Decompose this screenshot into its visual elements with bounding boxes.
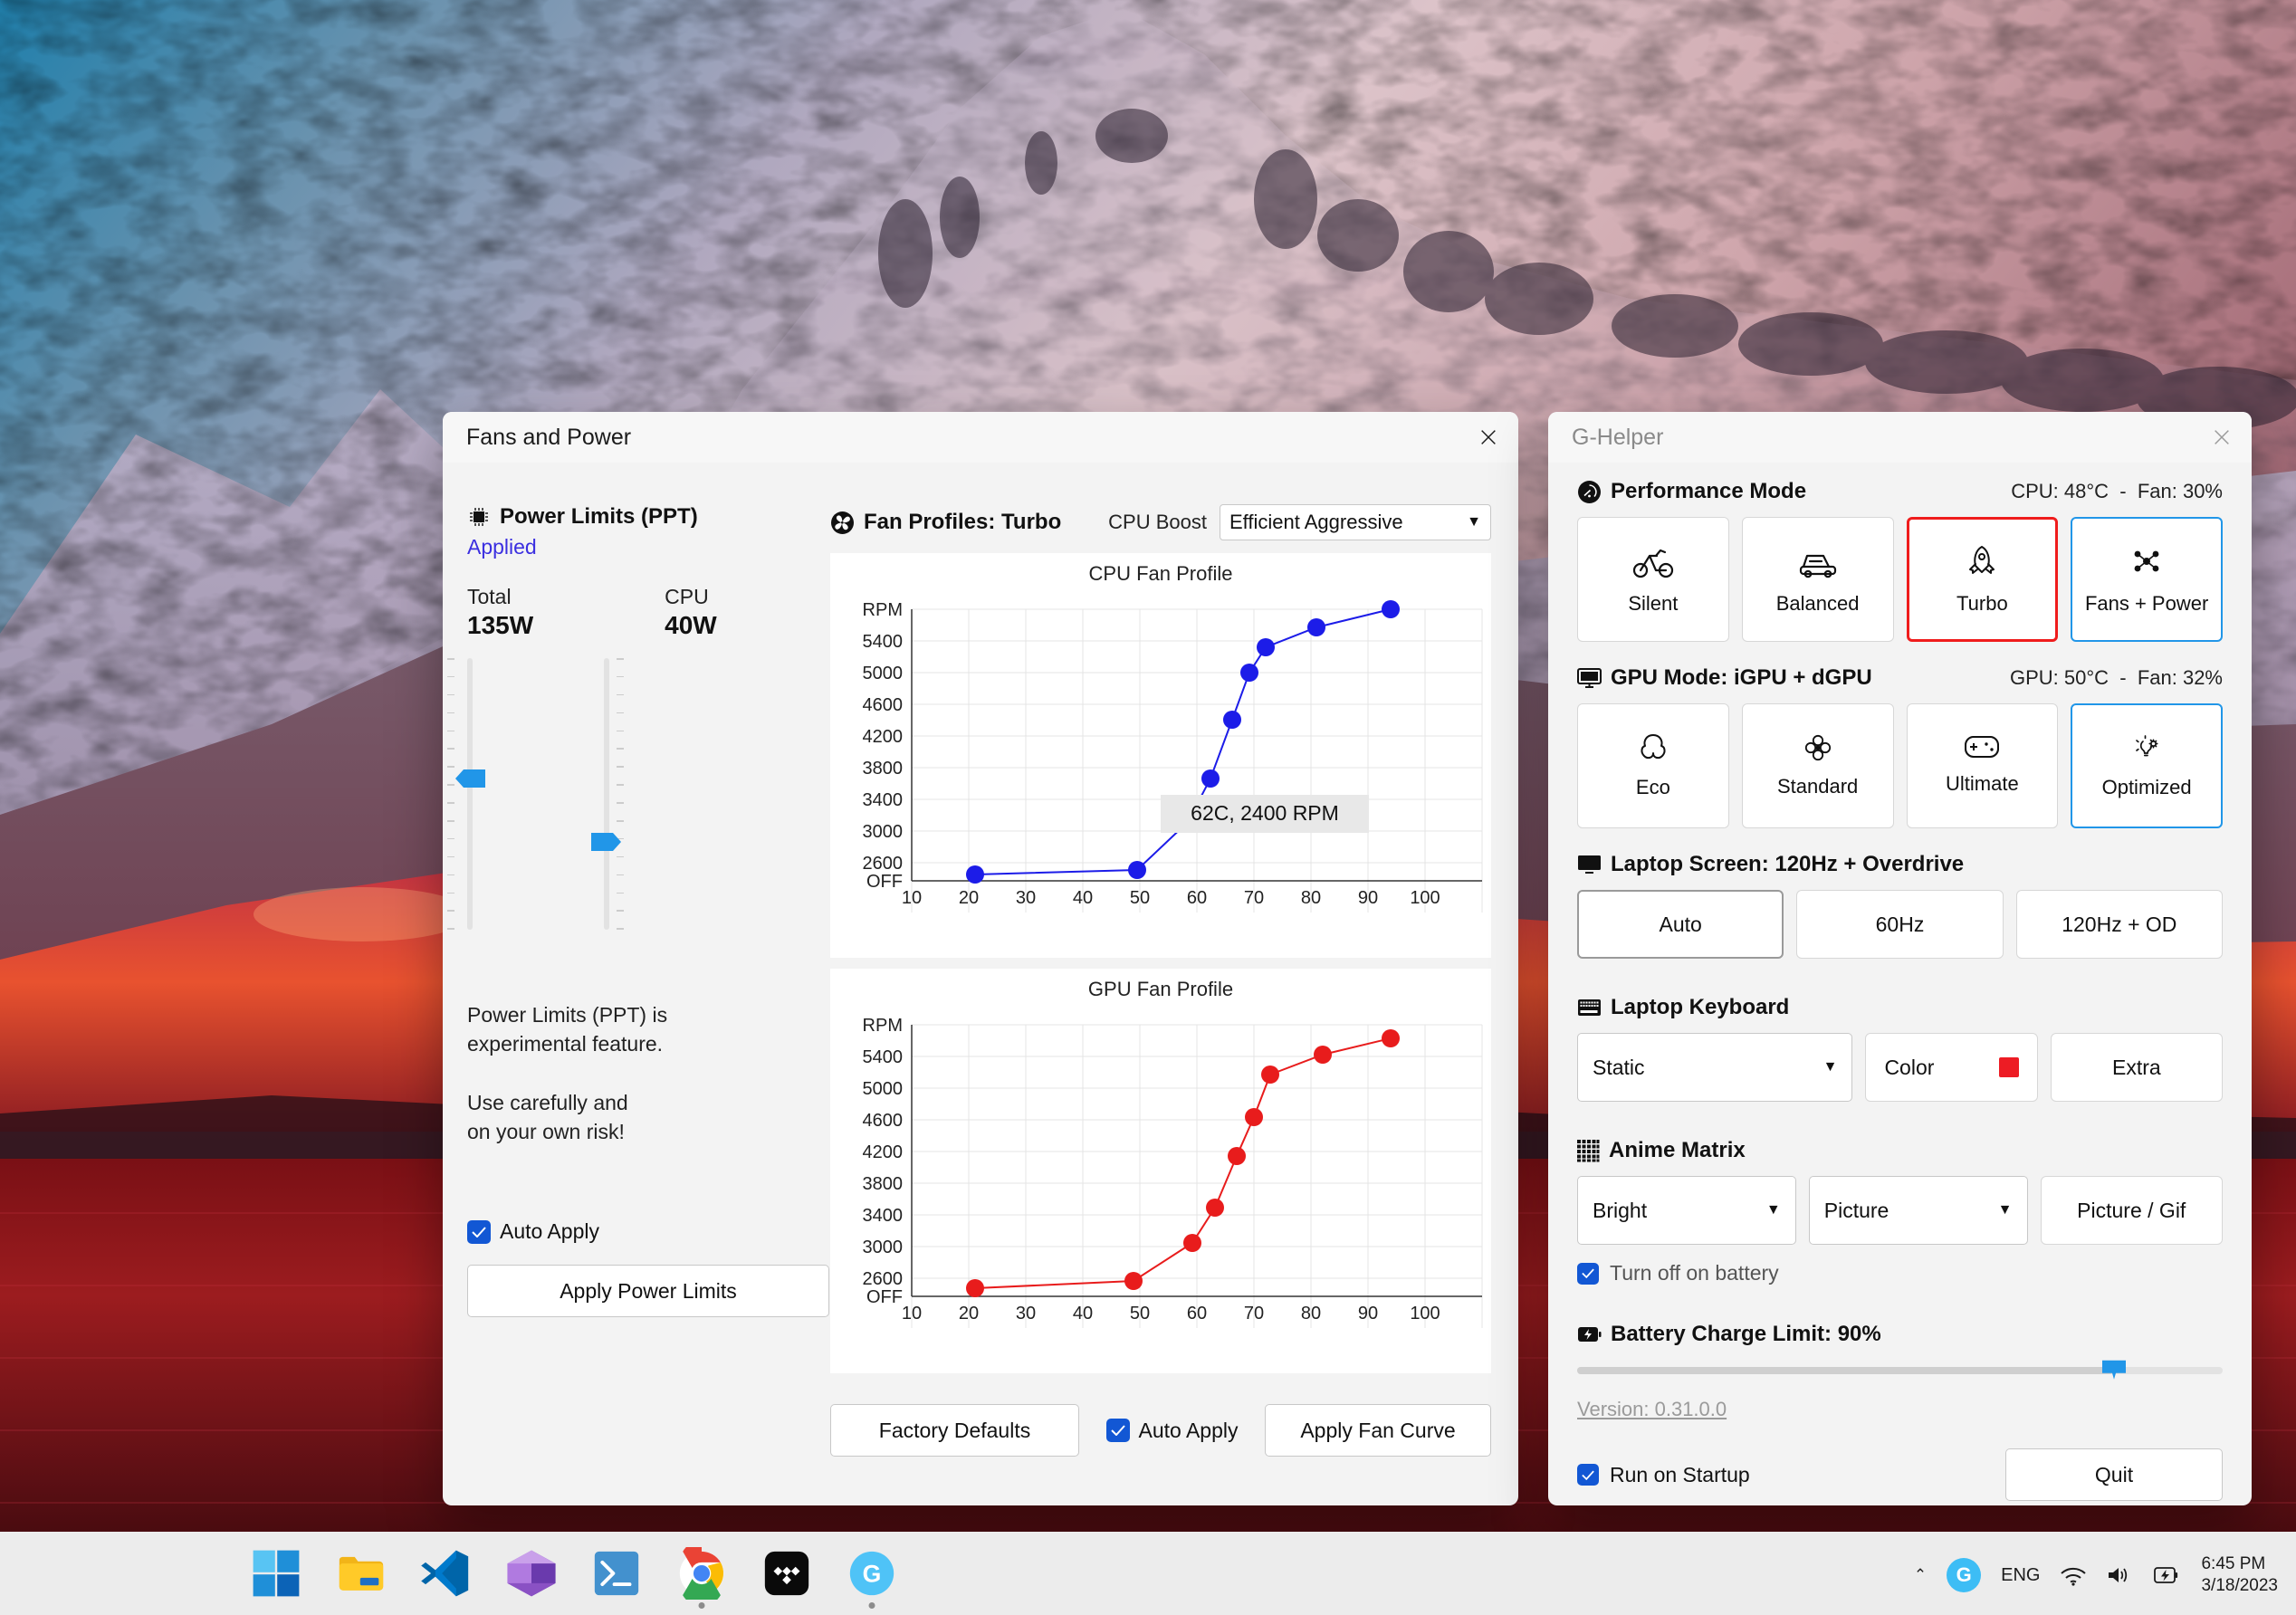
svg-text:5400: 5400 [863,1047,904,1067]
svg-text:30: 30 [1016,888,1036,908]
svg-text:60: 60 [1187,1304,1207,1324]
svg-text:3400: 3400 [863,1206,904,1226]
svg-text:100: 100 [1410,888,1440,908]
svg-text:10: 10 [902,888,922,908]
svg-text:60: 60 [1187,888,1207,908]
svg-text:5000: 5000 [863,664,904,683]
svg-text:2600: 2600 [863,1269,904,1289]
svg-text:RPM: RPM [863,1016,903,1036]
svg-text:RPM: RPM [863,600,903,620]
svg-text:70: 70 [1244,1304,1264,1324]
svg-text:3800: 3800 [863,1174,904,1194]
svg-text:4600: 4600 [863,1111,904,1131]
svg-text:OFF: OFF [866,1287,903,1307]
svg-text:30: 30 [1016,1304,1036,1324]
svg-text:OFF: OFF [866,872,903,892]
svg-text:62C, 2400 RPM: 62C, 2400 RPM [1191,801,1339,825]
svg-text:3000: 3000 [863,1238,904,1257]
svg-text:10: 10 [902,1304,922,1324]
svg-text:50: 50 [1130,1304,1150,1324]
svg-text:5000: 5000 [863,1079,904,1099]
svg-text:G: G [863,1561,882,1588]
svg-text:80: 80 [1301,888,1321,908]
svg-text:80: 80 [1301,1304,1321,1324]
svg-text:2600: 2600 [863,854,904,874]
svg-text:90: 90 [1358,1304,1378,1324]
svg-text:100: 100 [1410,1304,1440,1324]
svg-text:3000: 3000 [863,822,904,842]
svg-text:20: 20 [959,888,979,908]
svg-text:20: 20 [959,1304,979,1324]
svg-text:4600: 4600 [863,695,904,715]
svg-text:4200: 4200 [863,1142,904,1162]
svg-text:50: 50 [1130,888,1150,908]
svg-text:40: 40 [1073,888,1093,908]
svg-text:4200: 4200 [863,727,904,747]
svg-text:40: 40 [1073,1304,1093,1324]
svg-text:90: 90 [1358,888,1378,908]
svg-text:3800: 3800 [863,759,904,779]
svg-text:3400: 3400 [863,790,904,810]
svg-text:70: 70 [1244,888,1264,908]
svg-text:5400: 5400 [863,632,904,652]
